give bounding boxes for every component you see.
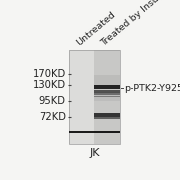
Bar: [94, 117, 120, 119]
Bar: [69, 50, 94, 144]
Bar: [94, 93, 120, 95]
Bar: [94, 92, 120, 101]
Bar: [94, 50, 120, 144]
Bar: [69, 50, 120, 144]
Text: 95KD: 95KD: [39, 96, 66, 106]
Text: 130KD: 130KD: [33, 80, 66, 90]
Text: Treated by Insulin: Treated by Insulin: [100, 0, 170, 48]
Bar: [69, 131, 120, 133]
Text: 170KD: 170KD: [33, 69, 66, 79]
Text: p-PTK2-Y925: p-PTK2-Y925: [124, 84, 180, 93]
Bar: [94, 90, 120, 93]
Text: JK: JK: [89, 148, 100, 158]
Bar: [94, 85, 120, 89]
Bar: [94, 75, 120, 86]
Bar: [94, 113, 120, 117]
Text: 72KD: 72KD: [39, 112, 66, 122]
Bar: [94, 96, 120, 97]
Text: Untreated: Untreated: [74, 10, 117, 48]
